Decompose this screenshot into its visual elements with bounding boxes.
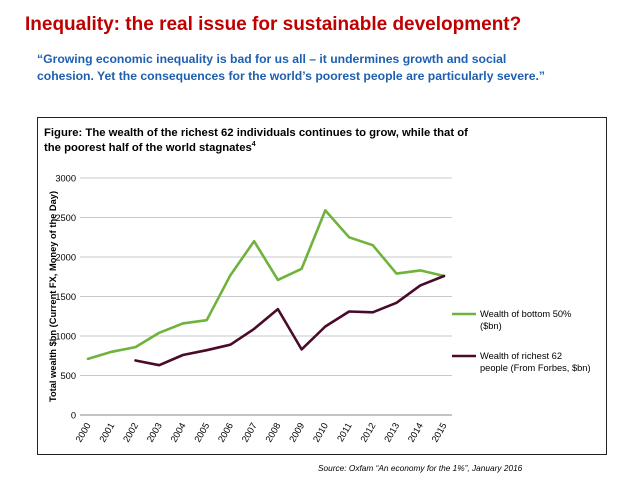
chart-title-superscript: 4	[252, 141, 256, 148]
legend-richest-62-label-1: Wealth of richest 62	[480, 351, 562, 361]
x-tick-label: 2008	[264, 421, 283, 444]
series-line-bottom-50	[86, 209, 446, 361]
y-tick-label: 2500	[55, 213, 76, 223]
x-tick-label: 2003	[145, 421, 164, 444]
legend-richest-62-label-2: people (From Forbes, $bn)	[480, 363, 591, 373]
x-tick-label: 2000	[74, 421, 93, 444]
legend-bottom-50-label-2: ($bn)	[480, 321, 502, 331]
x-tick-label: 2012	[359, 421, 378, 444]
quote-line-1: “Growing economic inequality is bad for …	[37, 52, 507, 66]
y-tick-label: 2000	[55, 253, 76, 263]
y-tick-label: 1000	[55, 332, 76, 342]
x-tick-label: 2010	[311, 421, 330, 444]
chart-title-line-1: Figure: The wealth of the richest 62 ind…	[44, 127, 468, 139]
y-tick-label: 3000	[55, 174, 76, 184]
y-tick-label: 0	[71, 411, 76, 421]
quote-text: “Growing economic inequality is bad for …	[37, 51, 617, 85]
x-tick-label: 2009	[287, 421, 306, 444]
x-tick-label: 2005	[192, 421, 211, 444]
x-tick-label: 2015	[430, 421, 449, 444]
chart-title-line-2: the poorest half of the world stagnates	[44, 142, 252, 154]
x-tick-label: 2007	[240, 421, 259, 444]
x-tick-label: 2002	[121, 421, 140, 444]
line-chart: Figure: The wealth of the richest 62 ind…	[44, 127, 591, 444]
x-tick-label: 2004	[169, 421, 188, 444]
series-line-richest-62	[134, 274, 446, 367]
source-note: Source: Oxfam “An economy for the 1%”, J…	[318, 463, 523, 473]
quote-line-2: cohesion. Yet the consequences for the w…	[37, 69, 545, 83]
y-tick-label: 1500	[55, 292, 76, 302]
legend-bottom-50-label-1: Wealth of bottom 50%	[480, 309, 571, 319]
chart-title-line-2-wrap: the poorest half of the world stagnates4	[44, 141, 256, 154]
slide-title: Inequality: the real issue for sustainab…	[25, 14, 522, 35]
x-tick-label: 2011	[335, 421, 354, 443]
x-tick-label: 2001	[97, 421, 116, 444]
y-tick-label: 500	[60, 371, 76, 381]
x-tick-label: 2006	[216, 421, 235, 444]
x-tick-label: 2014	[406, 421, 425, 444]
x-tick-label: 2013	[382, 421, 401, 444]
chart-figure: Figure: The wealth of the richest 62 ind…	[37, 117, 607, 455]
y-axis-label: Total wealth $bn (Current FX, Money of t…	[48, 191, 58, 402]
